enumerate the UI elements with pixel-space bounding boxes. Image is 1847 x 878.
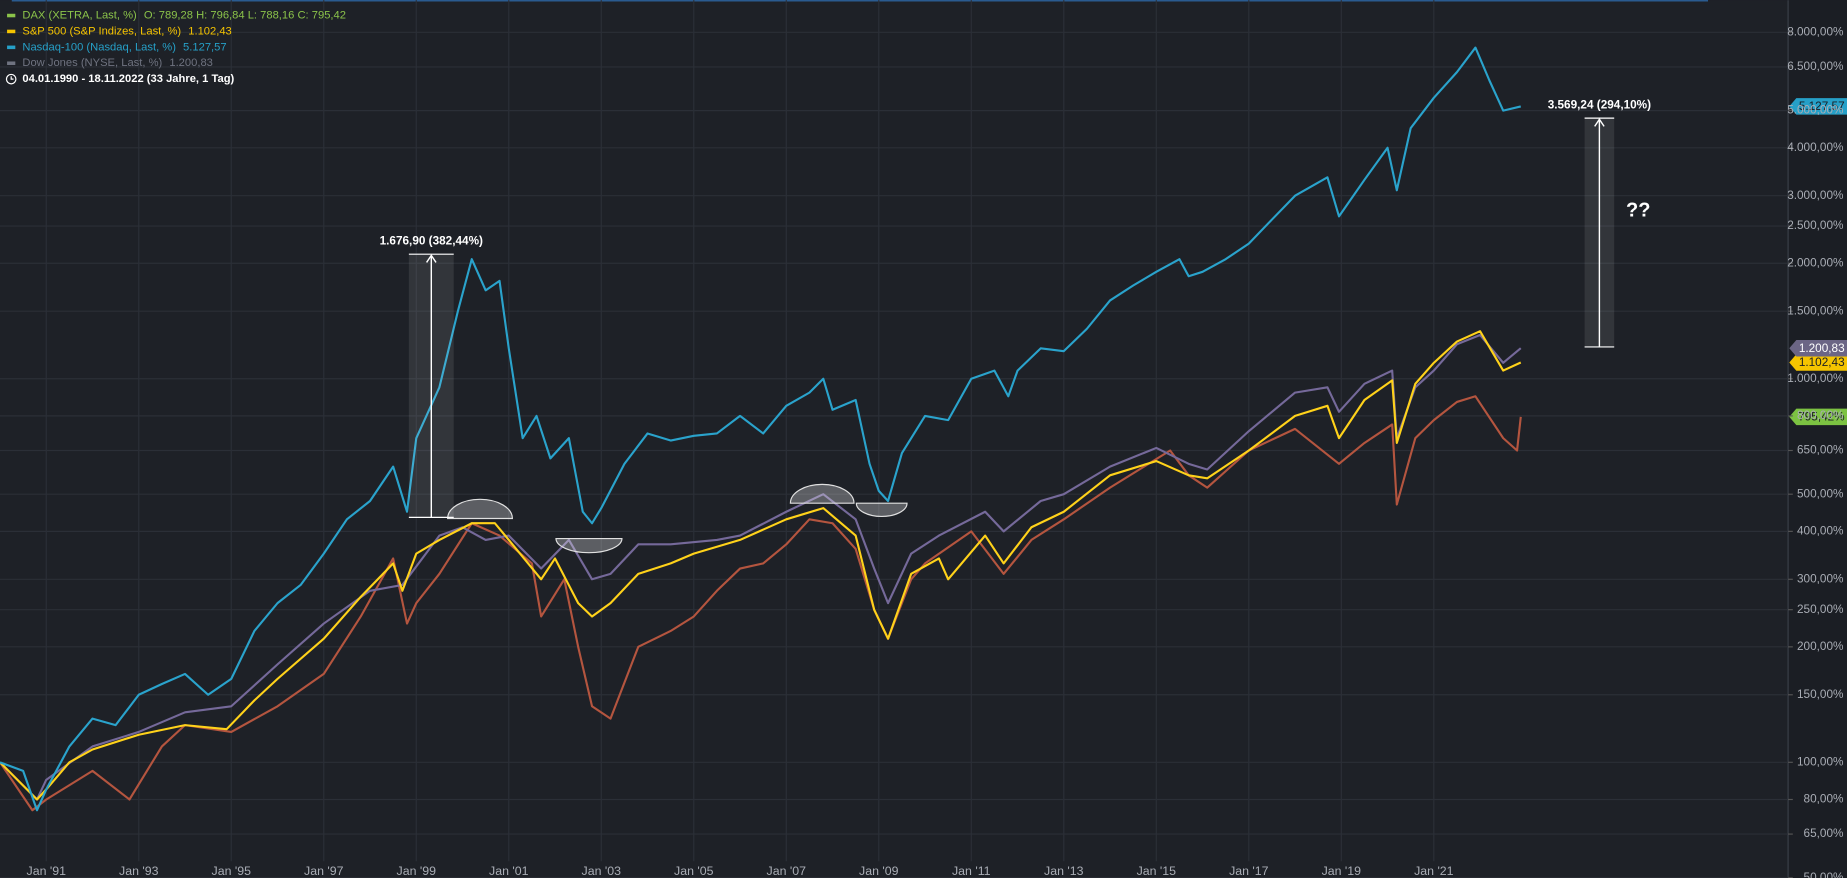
lines <box>0 46 1522 812</box>
y-tick-label: 500,00% <box>1797 487 1844 500</box>
y-tick-label: 300,00% <box>1797 572 1844 585</box>
price-badges: 795,42% 1.102,43 5.127,57 1.200,83 <box>1789 98 1847 426</box>
series-line <box>0 330 1522 801</box>
legend-label: DAX (XETRA, Last, %) <box>22 9 137 21</box>
annotations: 1.676,90 (382,44%) 3.569,24 (294,10%)?? <box>380 98 1651 554</box>
y-tick-label: 250,00% <box>1797 603 1844 616</box>
y-tick-label: 2.500,00% <box>1787 219 1844 232</box>
x-tick-label: Jan '05 <box>674 864 714 878</box>
series-line <box>0 395 1522 812</box>
clock-icon <box>5 73 17 85</box>
x-tick-label: Jan '13 <box>1044 864 1084 878</box>
y-tick-label: 200,00% <box>1797 640 1844 653</box>
price-badge <box>1789 354 1847 371</box>
date-range: 04.01.1990 - 18.11.2022 (33 Jahre, 1 Tag… <box>22 73 234 85</box>
x-tick-label: Jan '09 <box>859 864 899 878</box>
legend-swatch <box>7 61 16 66</box>
x-tick-label: Jan '03 <box>582 864 622 878</box>
price-badge-label: 1.102,43 <box>1799 356 1845 369</box>
x-tick-label: Jan '11 <box>952 864 991 878</box>
clock-icon <box>10 76 14 80</box>
x-tick-label: Jan '19 <box>1322 864 1362 878</box>
legend-swatch <box>7 29 16 34</box>
x-tick-label: Jan '07 <box>767 864 807 878</box>
price-badge-label: 795,42% <box>1798 411 1845 424</box>
x-tick-label: Jan '15 <box>1137 864 1177 878</box>
y-tick-label: 8.000,00% <box>1787 25 1844 38</box>
series-line <box>0 333 1522 801</box>
x-tick-label: Jan '21 <box>1414 864 1454 878</box>
legend-label: Dow Jones (NYSE, Last, %) <box>22 57 162 69</box>
measure-arrowhead <box>426 254 437 263</box>
y-tick-label: 50,00% <box>1804 871 1844 878</box>
y-tick-label: 1.500,00% <box>1787 304 1844 317</box>
y-tick-label: 65,00% <box>1804 827 1844 840</box>
arc-marker <box>789 483 855 504</box>
y-axis-panel <box>1788 0 1847 878</box>
legend-value: O: 789,28 H: 796,84 L: 788,16 C: 795,42 <box>144 9 346 21</box>
x-tick-label: Jan '01 <box>489 864 529 878</box>
x-tick-label: Jan '17 <box>1229 864 1269 878</box>
price-badge <box>1789 339 1847 357</box>
arc-marker <box>447 498 513 520</box>
measure-label: 1.676,90 (382,44%) <box>380 234 483 247</box>
x-tick-label: Jan '95 <box>212 864 252 878</box>
y-tick-label: 1.000,00% <box>1787 372 1844 385</box>
y-tick-label: 4.000,00% <box>1787 141 1844 154</box>
legend: DAX (XETRA, Last, %) O: 789,28 H: 796,84 … <box>5 9 346 85</box>
x-tick-label: Jan '99 <box>397 864 437 878</box>
legend-value: 5.127,57 <box>183 41 227 53</box>
y-tick-label: 3.000,00% <box>1787 189 1844 202</box>
measure-arrowhead <box>1594 118 1605 127</box>
legend-value: 1.102,43 <box>188 25 232 37</box>
y-tick-label: 100,00% <box>1797 755 1844 768</box>
x-tick-label: Jan '91 <box>27 864 67 878</box>
annotation-note: ?? <box>1626 200 1650 222</box>
price-badge-label: 1.200,83 <box>1799 342 1845 355</box>
arc-marker <box>555 537 623 554</box>
price-badge <box>1789 98 1847 115</box>
series-line <box>0 46 1522 812</box>
legend-value: 1.200,83 <box>169 57 213 69</box>
arc-marker <box>855 502 908 518</box>
price-badge <box>1789 408 1847 426</box>
x-tick-label: Jan '97 <box>304 864 344 878</box>
y-tick-label: 2.000,00% <box>1787 256 1844 269</box>
legend-label: Nasdaq-100 (Nasdaq, Last, %) <box>22 41 176 53</box>
y-tick-label: 5.000,00% <box>1787 104 1844 117</box>
legend-label: S&P 500 (S&P Indizes, Last, %) <box>22 25 181 37</box>
measure-label: 3.569,24 (294,10%) <box>1548 98 1651 111</box>
x-tick-label: Jan '93 <box>119 864 159 878</box>
price-badge-label: 5.127,57 <box>1799 100 1845 113</box>
y-tick-label: 80,00% <box>1804 793 1844 806</box>
y-tick-label: 150,00% <box>1797 688 1844 701</box>
legend-swatch <box>7 45 16 50</box>
y-tick-label: 800,00% <box>1797 409 1844 422</box>
y-tick-label: 6.500,00% <box>1787 60 1844 73</box>
y-tick-label: 400,00% <box>1797 524 1844 537</box>
y-tick-label: 650,00% <box>1797 444 1844 457</box>
legend-swatch <box>7 13 16 18</box>
